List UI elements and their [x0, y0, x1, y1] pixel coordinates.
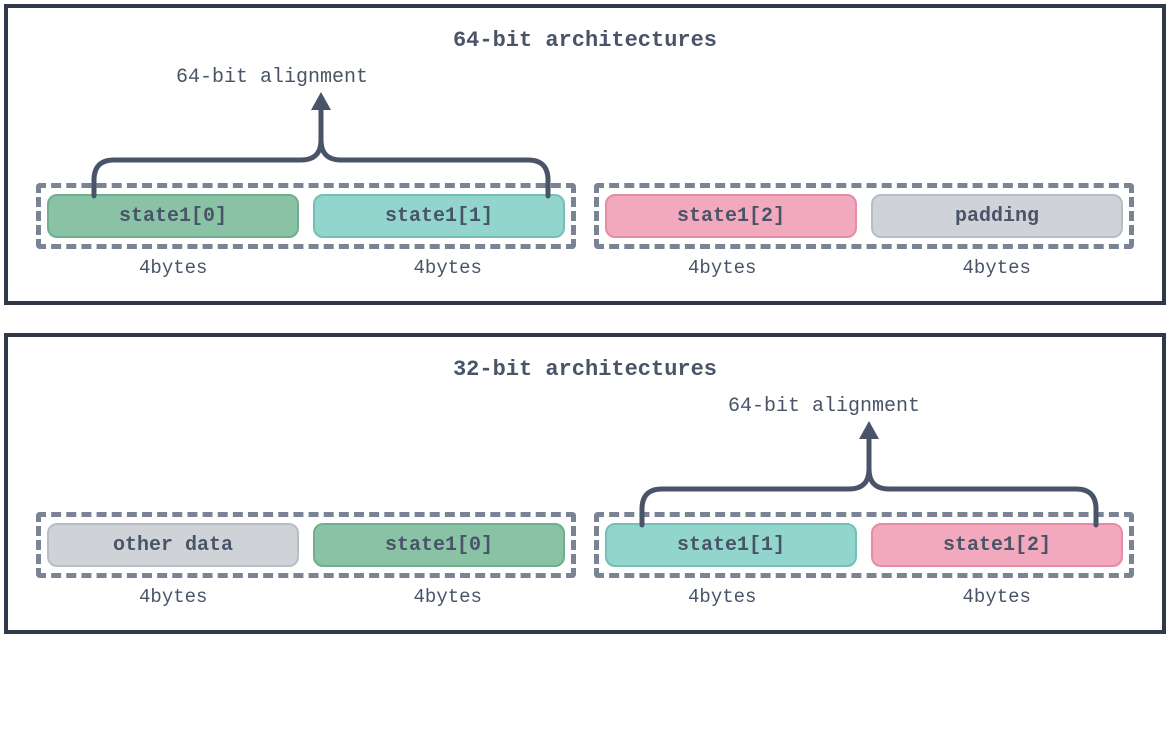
memory-cell: other data [47, 523, 299, 567]
memory-cell: state1[2] [871, 523, 1123, 567]
size-caption: 4bytes [36, 257, 311, 279]
memory-cell: padding [871, 194, 1123, 238]
alignment-bracket [92, 92, 550, 196]
size-caption: 4bytes [860, 257, 1135, 279]
size-caption: 4bytes [585, 586, 860, 608]
alignment-label: 64-bit alignment [728, 395, 920, 418]
memory-cell: state1[1] [605, 523, 857, 567]
memory-cell: state1[1] [313, 194, 565, 238]
size-caption: 4bytes [311, 586, 586, 608]
size-caption: 4bytes [36, 586, 311, 608]
panel-title: 64-bit architectures [36, 28, 1134, 53]
alignment-bracket [640, 421, 1098, 525]
panel-32bit: 32-bit architectures 64-bit alignment ot… [4, 333, 1166, 634]
caption-row: 4bytes4bytes4bytes4bytes [36, 586, 1134, 608]
panel-title: 32-bit architectures [36, 357, 1134, 382]
memory-cell: state1[0] [313, 523, 565, 567]
alignment-label: 64-bit alignment [176, 66, 368, 89]
memory-cell: state1[2] [605, 194, 857, 238]
caption-row: 4bytes4bytes4bytes4bytes [36, 257, 1134, 279]
size-caption: 4bytes [585, 257, 860, 279]
size-caption: 4bytes [860, 586, 1135, 608]
alignment-group: state1[2] padding [594, 183, 1134, 249]
alignment-group: other data state1[0] [36, 512, 576, 578]
panel-64bit: 64-bit architectures 64-bit alignment st… [4, 4, 1166, 305]
size-caption: 4bytes [311, 257, 586, 279]
memory-cell: state1[0] [47, 194, 299, 238]
